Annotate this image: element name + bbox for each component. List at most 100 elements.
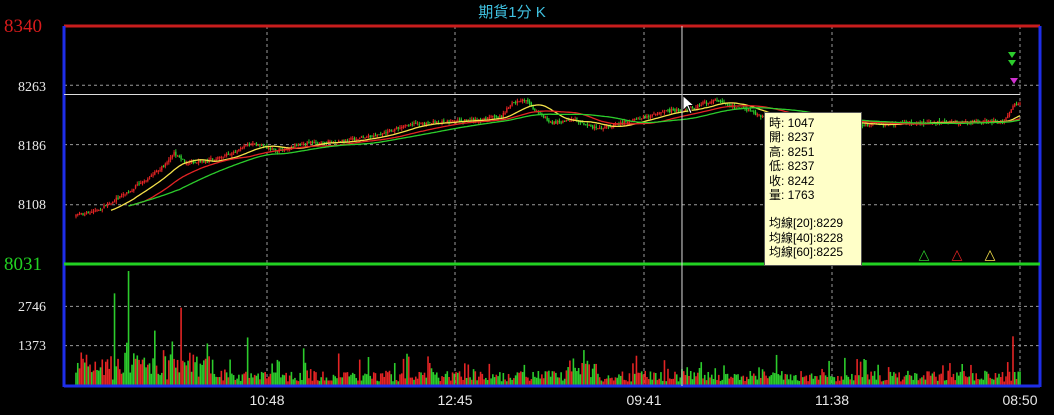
candle-body (402, 125, 405, 128)
volume-bar (82, 358, 84, 385)
candle-body (887, 125, 890, 127)
volume-bar (619, 375, 622, 385)
volume-bar (329, 380, 331, 385)
volume-bar (90, 372, 93, 385)
volume-bar (140, 364, 142, 385)
candle-body (679, 109, 681, 112)
volume-bar (397, 381, 400, 385)
candle-body (760, 115, 762, 117)
volume-bar (837, 375, 839, 385)
volume-bar (663, 360, 666, 385)
candle-body (359, 138, 361, 140)
volume-bar (712, 379, 715, 385)
volume-bar (628, 373, 631, 385)
volume-bar (85, 354, 88, 385)
volume-bar (204, 358, 207, 385)
volume-bar (541, 374, 543, 385)
volume-bar (933, 371, 935, 385)
candle-body (367, 135, 370, 138)
volume-bar (719, 380, 722, 385)
volume-bar (821, 368, 823, 385)
volume-bar (402, 358, 405, 385)
volume-bar (698, 368, 701, 385)
volume-bar (572, 358, 575, 385)
candle-body (465, 119, 468, 121)
candle-body (245, 145, 247, 147)
volume-bar (817, 379, 820, 385)
candle-body (471, 119, 473, 121)
candle-body (958, 123, 960, 125)
volume-bar (234, 379, 237, 385)
volume-bar (856, 359, 858, 385)
candle-body (383, 132, 385, 134)
candle-body (609, 126, 611, 128)
candle-body (973, 120, 976, 122)
volume-bar (302, 348, 305, 385)
volume-bar (998, 373, 1000, 385)
candle-body (761, 115, 764, 117)
volume-bar (485, 377, 487, 385)
candle-body (511, 102, 513, 106)
candle-body (539, 112, 541, 114)
volume-bar (900, 381, 902, 385)
volume-bar (180, 307, 182, 385)
candle-body (704, 101, 706, 103)
volume-bar (726, 373, 729, 385)
candle-body (313, 141, 315, 143)
volume-bar (735, 374, 738, 385)
volume-bar (560, 372, 562, 385)
candle-body (152, 174, 154, 176)
candle-body (726, 103, 729, 105)
volume-bar (891, 375, 893, 385)
candle-body (204, 160, 207, 163)
tooltip-open: 開: 8237 (769, 130, 815, 145)
volume-bar (497, 376, 499, 385)
volume-bar (772, 372, 774, 385)
volume-bar (809, 374, 811, 385)
candle-body (196, 162, 198, 164)
candle-body (623, 121, 625, 125)
candle-body (446, 120, 448, 123)
volume-bar (670, 379, 673, 385)
volume-bar (530, 379, 533, 385)
volume-bar (308, 378, 310, 385)
candle-body (677, 109, 680, 111)
volume-bar (616, 377, 618, 385)
volume-bar (399, 374, 401, 385)
candle-body (656, 114, 659, 116)
signal-marker-icon: △ (985, 247, 996, 263)
volume-bar (316, 380, 319, 385)
volume-bar (863, 358, 865, 385)
volume-bar (516, 372, 519, 385)
candle-body (105, 205, 107, 207)
volume-bar (1017, 371, 1020, 385)
candle-body (548, 119, 550, 122)
volume-bar (595, 363, 597, 385)
candle-body (229, 154, 231, 156)
volume-bar (448, 376, 450, 385)
candle-body (243, 145, 245, 149)
volume-bar (565, 370, 568, 385)
volume-bar (534, 376, 536, 385)
volume-bar (765, 375, 767, 385)
candle-body (611, 126, 613, 128)
chart-title: 期貨1分 K (478, 4, 546, 21)
candle-body (75, 214, 77, 217)
volume-bar (826, 377, 829, 385)
candle-body (662, 111, 664, 113)
volume-bar (220, 370, 223, 385)
volume-bar (232, 375, 235, 385)
candle-body (404, 125, 406, 127)
volume-bar (471, 379, 473, 385)
candle-body (110, 203, 112, 205)
volume-bar (367, 357, 370, 385)
candle-body (194, 162, 196, 164)
candle-body (516, 100, 519, 103)
volume-bar (868, 379, 871, 385)
volume-bar (346, 372, 349, 385)
volume-bar (330, 380, 333, 385)
volume-bar (784, 373, 787, 385)
candle-body (283, 149, 286, 151)
candle-body (1017, 103, 1019, 106)
